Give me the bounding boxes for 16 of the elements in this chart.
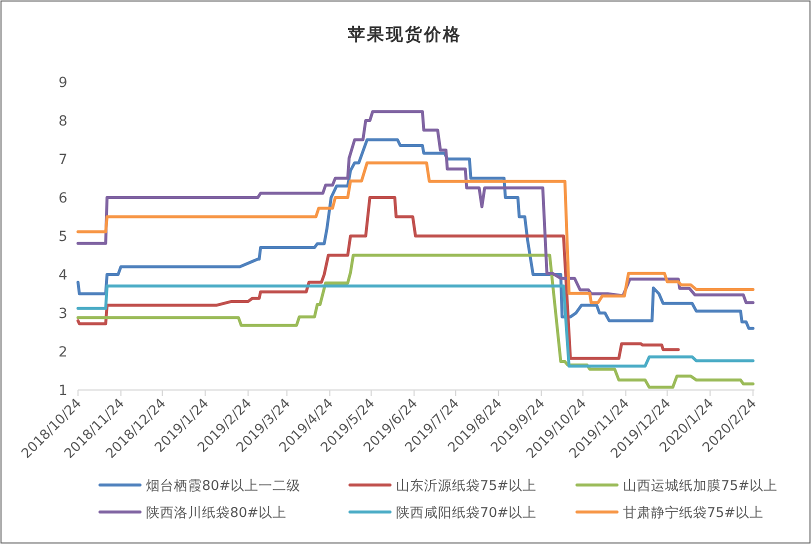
- legend-label: 甘肃静宁纸袋75#以上: [623, 505, 764, 521]
- y-tick-label: 6: [58, 190, 68, 206]
- y-tick-label: 4: [58, 268, 68, 284]
- legend-label: 陕西洛川纸袋80#以上: [146, 505, 286, 521]
- legend-label: 山西运城纸加膜75#以上: [623, 478, 778, 494]
- chart-title: 苹果现货价格: [347, 25, 462, 45]
- y-tick-label: 3: [58, 306, 68, 322]
- y-tick-label: 8: [58, 114, 68, 130]
- legend-label: 山东沂源纸袋75#以上: [396, 478, 536, 494]
- y-tick-label: 2: [58, 344, 68, 360]
- y-tick-label: 7: [58, 152, 68, 168]
- legend-label: 烟台栖霞80#以上一二级: [146, 478, 300, 494]
- y-tick-label: 5: [58, 229, 68, 245]
- legend-label: 陕西咸阳纸袋70#以上: [396, 505, 536, 521]
- y-tick-label: 1: [58, 383, 68, 399]
- y-tick-label: 9: [58, 75, 68, 91]
